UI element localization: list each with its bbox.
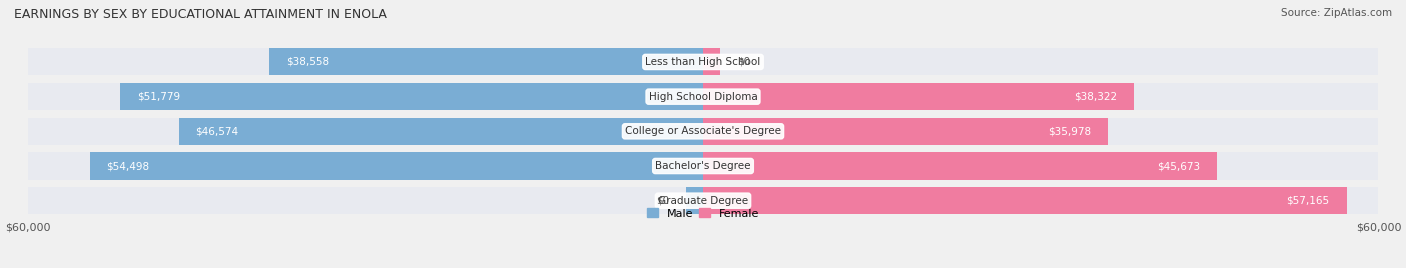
Text: $57,165: $57,165: [1286, 196, 1330, 206]
Bar: [703, 152, 1218, 180]
Text: $54,498: $54,498: [107, 161, 149, 171]
Bar: [179, 118, 703, 145]
Text: $51,779: $51,779: [136, 92, 180, 102]
Bar: [703, 83, 1135, 110]
Bar: [28, 152, 1378, 180]
Bar: [120, 83, 703, 110]
Bar: [28, 83, 1378, 110]
Bar: [28, 187, 1378, 214]
Bar: [703, 118, 1108, 145]
Bar: [28, 49, 1378, 76]
Bar: [703, 187, 1347, 214]
Text: Less than High School: Less than High School: [645, 57, 761, 67]
Bar: [269, 49, 703, 76]
Text: $46,574: $46,574: [195, 126, 239, 136]
Text: $0: $0: [737, 57, 749, 67]
Text: $38,558: $38,558: [285, 57, 329, 67]
Text: $45,673: $45,673: [1157, 161, 1201, 171]
Bar: [703, 49, 720, 76]
Text: Graduate Degree: Graduate Degree: [658, 196, 748, 206]
Text: $38,322: $38,322: [1074, 92, 1118, 102]
Text: Source: ZipAtlas.com: Source: ZipAtlas.com: [1281, 8, 1392, 18]
Bar: [686, 187, 703, 214]
Text: Bachelor's Degree: Bachelor's Degree: [655, 161, 751, 171]
Text: $35,978: $35,978: [1047, 126, 1091, 136]
Text: High School Diploma: High School Diploma: [648, 92, 758, 102]
Bar: [28, 118, 1378, 145]
Text: $0: $0: [657, 196, 669, 206]
Text: College or Associate's Degree: College or Associate's Degree: [626, 126, 780, 136]
Legend: Male, Female: Male, Female: [643, 204, 763, 223]
Text: EARNINGS BY SEX BY EDUCATIONAL ATTAINMENT IN ENOLA: EARNINGS BY SEX BY EDUCATIONAL ATTAINMEN…: [14, 8, 387, 21]
Bar: [90, 152, 703, 180]
